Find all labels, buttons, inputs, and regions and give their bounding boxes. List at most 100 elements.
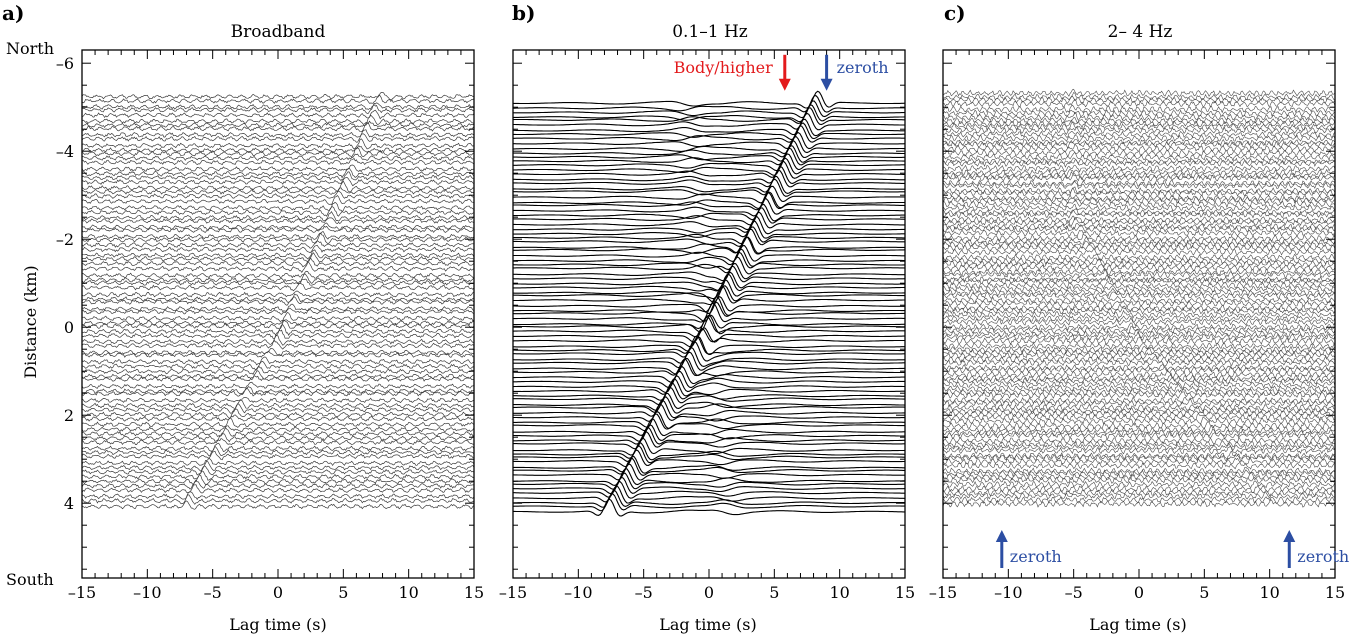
seismic-trace <box>513 90 906 109</box>
seismic-trace <box>513 207 906 226</box>
seismic-trace <box>942 170 1336 181</box>
seismic-trace <box>513 185 906 204</box>
x-tick-label: 10 <box>1259 583 1279 602</box>
seismic-trace <box>942 180 1336 190</box>
seismic-trace <box>942 416 1336 425</box>
seismic-trace <box>942 88 1336 97</box>
seismic-trace <box>81 500 475 510</box>
seismic-trace <box>81 470 475 481</box>
seismic-trace <box>81 399 475 409</box>
seismic-trace <box>942 164 1336 173</box>
seismic-trace <box>513 314 905 335</box>
y-tick-label: 0 <box>64 318 74 337</box>
seismic-trace <box>513 122 905 141</box>
seismic-trace <box>513 426 905 445</box>
seismic-trace <box>942 305 1336 315</box>
seismic-trace <box>81 491 475 501</box>
seismic-trace <box>513 468 905 486</box>
seismic-trace <box>81 232 475 245</box>
seismic-trace <box>81 450 475 461</box>
seismic-trace <box>81 176 475 187</box>
seismic-trace <box>81 329 475 340</box>
seismic-trace <box>942 329 1336 339</box>
panel-c-x-axis-title: Lag time (s) <box>1089 615 1186 634</box>
seismic-trace <box>513 302 905 323</box>
seismic-trace <box>942 405 1336 415</box>
seismic-trace <box>942 149 1336 158</box>
seismic-trace <box>942 440 1336 449</box>
seismic-trace <box>81 375 475 382</box>
x-tick-label: 15 <box>464 583 484 602</box>
seismic-trace <box>81 293 475 303</box>
seismic-trace <box>942 362 1336 372</box>
seismic-trace <box>81 438 475 446</box>
seismic-trace <box>942 322 1336 331</box>
seismic-trace <box>81 494 475 505</box>
seismic-trace <box>81 164 475 173</box>
seismic-trace <box>81 350 475 358</box>
seismic-trace <box>513 166 905 184</box>
seismic-trace <box>81 91 474 100</box>
seismic-trace <box>512 265 906 284</box>
seismic-trace <box>942 194 1336 203</box>
seismic-trace <box>513 94 905 113</box>
seismic-trace <box>513 485 906 504</box>
seismic-trace <box>942 111 1336 122</box>
seismic-trace <box>81 240 475 249</box>
seismic-trace <box>942 309 1336 320</box>
seismic-trace <box>512 236 906 254</box>
annotation-arrow <box>820 54 833 91</box>
seismic-trace <box>512 489 905 508</box>
seismic-trace <box>942 432 1336 440</box>
seismic-trace <box>942 488 1336 497</box>
seismic-trace <box>81 102 475 110</box>
seismic-trace <box>81 339 475 350</box>
seismic-trace <box>942 119 1336 129</box>
seismic-trace <box>942 376 1336 385</box>
seismic-trace <box>513 145 905 163</box>
seismic-trace <box>942 140 1336 150</box>
x-tick-label: 5 <box>338 583 348 602</box>
x-tick-label: –10 <box>564 583 592 602</box>
seismic-trace <box>942 380 1336 389</box>
seismic-trace <box>942 403 1336 412</box>
seismic-trace <box>81 206 475 217</box>
seismic-trace <box>942 499 1336 508</box>
seismic-trace <box>81 445 475 457</box>
seismic-trace <box>942 203 1336 212</box>
seismic-trace <box>81 296 475 306</box>
seismic-trace <box>513 112 905 131</box>
seismic-trace <box>81 303 475 313</box>
panel-a-frame <box>81 49 475 579</box>
seismic-trace <box>943 269 1336 279</box>
seismic-trace <box>512 437 906 456</box>
seismic-trace <box>942 359 1336 367</box>
seismic-trace <box>81 387 475 397</box>
y-tick-label: –2 <box>56 230 74 249</box>
seismic-trace <box>942 215 1336 224</box>
seismic-trace <box>513 140 905 159</box>
seismic-trace <box>513 153 905 172</box>
x-tick-label: –15 <box>68 583 96 602</box>
seismic-trace <box>942 457 1336 466</box>
seismic-trace <box>513 236 906 255</box>
seismic-trace <box>513 314 906 333</box>
seismic-trace <box>82 145 475 153</box>
seismic-trace <box>513 104 906 123</box>
seismic-trace <box>513 160 905 179</box>
seismic-trace <box>81 414 475 422</box>
seismic-trace <box>942 295 1336 304</box>
seismic-trace <box>942 442 1336 452</box>
seismic-trace <box>942 209 1335 219</box>
seismic-trace <box>81 465 475 476</box>
seismic-trace <box>513 445 905 464</box>
panel-a-ticks: –15 –10 –5 0 5 10 15 –6 –4 –2 0 2 4 <box>56 50 484 602</box>
panel-a-traces <box>81 91 475 510</box>
seismic-trace <box>942 196 1336 204</box>
seismic-trace <box>942 345 1336 354</box>
seismic-trace <box>513 327 905 343</box>
seismic-trace <box>81 381 475 390</box>
seismic-trace <box>81 432 475 443</box>
seismic-trace <box>942 187 1336 197</box>
panel-b-annotations: Body/higher zeroth <box>674 54 889 91</box>
